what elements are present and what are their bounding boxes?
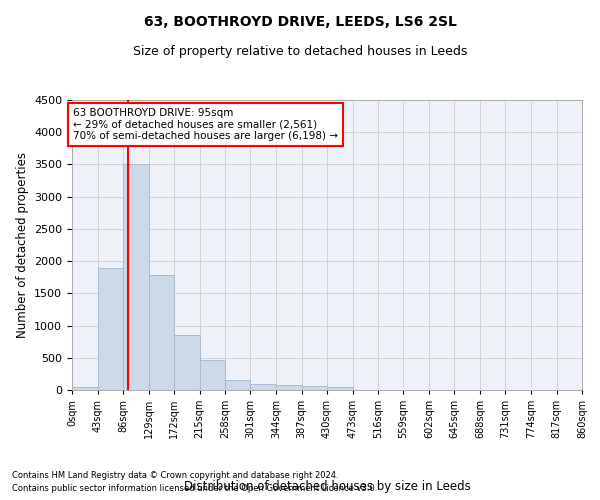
Bar — [72, 387, 97, 390]
Bar — [149, 276, 174, 390]
Bar — [97, 268, 123, 390]
Text: 63 BOOTHROYD DRIVE: 95sqm
← 29% of detached houses are smaller (2,561)
70% of se: 63 BOOTHROYD DRIVE: 95sqm ← 29% of detac… — [73, 108, 338, 141]
Text: 63, BOOTHROYD DRIVE, LEEDS, LS6 2SL: 63, BOOTHROYD DRIVE, LEEDS, LS6 2SL — [143, 15, 457, 29]
Bar — [123, 164, 149, 390]
Bar — [199, 360, 225, 390]
Bar — [302, 386, 327, 390]
Text: Contains public sector information licensed under the Open Government Licence v3: Contains public sector information licen… — [12, 484, 377, 493]
Text: Contains HM Land Registry data © Crown copyright and database right 2024.: Contains HM Land Registry data © Crown c… — [12, 470, 338, 480]
X-axis label: Distribution of detached houses by size in Leeds: Distribution of detached houses by size … — [184, 480, 470, 493]
Bar — [174, 335, 199, 390]
Bar — [276, 386, 302, 390]
Text: Size of property relative to detached houses in Leeds: Size of property relative to detached ho… — [133, 45, 467, 58]
Bar — [225, 380, 251, 390]
Bar — [251, 384, 276, 390]
Y-axis label: Number of detached properties: Number of detached properties — [16, 152, 29, 338]
Bar — [327, 388, 353, 390]
